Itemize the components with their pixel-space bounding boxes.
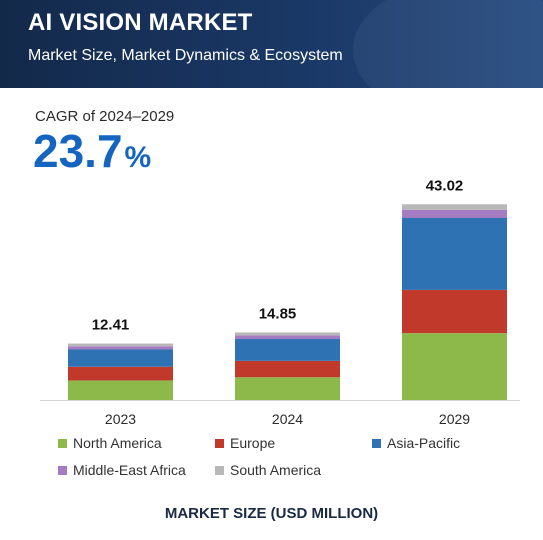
bar-segment-north-america-2029: [402, 333, 507, 400]
legend-swatch: [215, 465, 224, 475]
x-tick-label: 2023: [105, 411, 136, 427]
legend-item: South America: [215, 461, 321, 479]
bar-segment-south-america-2024: [235, 332, 340, 336]
bar-segment-asia-pacific-2024: [235, 339, 340, 361]
legend-label: South America: [230, 462, 322, 478]
bar-total-label: 14.85: [259, 305, 297, 322]
cagr-percent-sign: %: [124, 141, 152, 174]
cagr-value: 23.7%: [33, 123, 151, 186]
legend-label: Europe: [230, 435, 276, 451]
x-tick-label: 2024: [272, 411, 303, 427]
cagr-label: CAGR of 2024–2029: [35, 108, 175, 125]
bar-segment-middle-east-africa-2023: [68, 346, 173, 350]
bar-segment-south-america-2023: [68, 343, 173, 347]
bar-segment-europe-2024: [235, 360, 340, 378]
bar-segment-asia-pacific-2029: [402, 218, 507, 290]
bar-segment-europe-2023: [68, 366, 173, 381]
x-tick-label: 2029: [439, 411, 470, 427]
bar-segment-north-america-2023: [68, 380, 173, 400]
page-title: AI VISION MARKET: [28, 9, 253, 36]
page-subtitle: Market Size, Market Dynamics & Ecosystem: [28, 47, 343, 64]
legend-item: Middle-East Africa: [58, 461, 186, 479]
legend-swatch: [58, 438, 67, 448]
bar-segment-asia-pacific-2023: [68, 349, 173, 367]
bar-segment-middle-east-africa-2024: [235, 335, 340, 340]
bar-segment-north-america-2024: [235, 377, 340, 400]
header-banner: AI VISION MARKET Market Size, Market Dyn…: [0, 0, 543, 88]
bar-segment-south-america-2029: [402, 204, 507, 210]
legend-swatch: [58, 465, 67, 475]
bar-total-label: 43.02: [426, 177, 464, 194]
legend-label: Middle-East Africa: [73, 462, 186, 478]
stacked-bar-chart: 12.41 2023 14.85 2024 43.02 2029: [40, 177, 520, 427]
legend-label: North America: [73, 435, 162, 451]
bar-segment-europe-2029: [402, 289, 507, 334]
bar-segment-middle-east-africa-2029: [402, 209, 507, 218]
cagr-number: 23.7: [33, 125, 123, 177]
header-watermark: [353, 0, 543, 88]
chart-xlabel: MARKET SIZE (USD MILLION): [164, 505, 379, 522]
legend-swatch: [372, 438, 381, 448]
bar-total-label: 12.41: [92, 317, 130, 334]
legend-item: Europe: [215, 434, 275, 452]
legend-item: Asia-Pacific: [372, 434, 460, 452]
legend-label: Asia-Pacific: [387, 435, 461, 451]
legend-swatch: [215, 438, 224, 448]
legend-item: North America: [58, 434, 162, 452]
